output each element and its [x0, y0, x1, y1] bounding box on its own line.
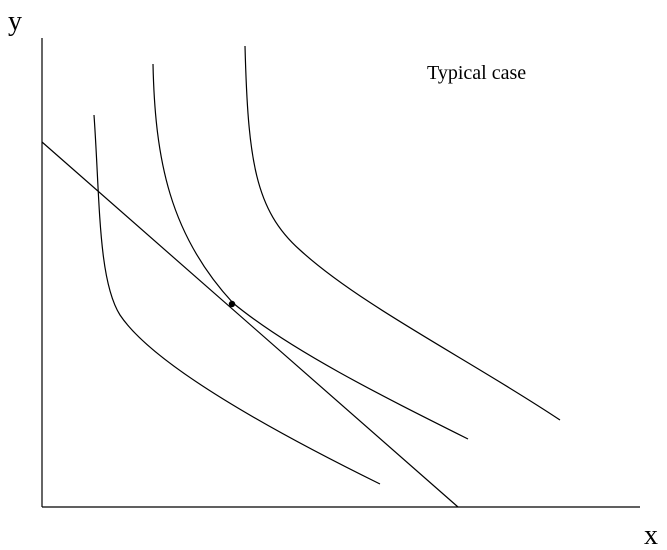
- tangency-point: [228, 300, 236, 308]
- indifference-curve-mid: [152, 63, 469, 440]
- indifference-curve-low: [93, 114, 381, 485]
- y-axis-label: y: [8, 6, 22, 37]
- annotation-label: Typical case: [427, 62, 526, 84]
- x-axis-label: x: [644, 520, 658, 550]
- budget-line: [41, 141, 459, 508]
- indifference-curve-high: [244, 45, 561, 421]
